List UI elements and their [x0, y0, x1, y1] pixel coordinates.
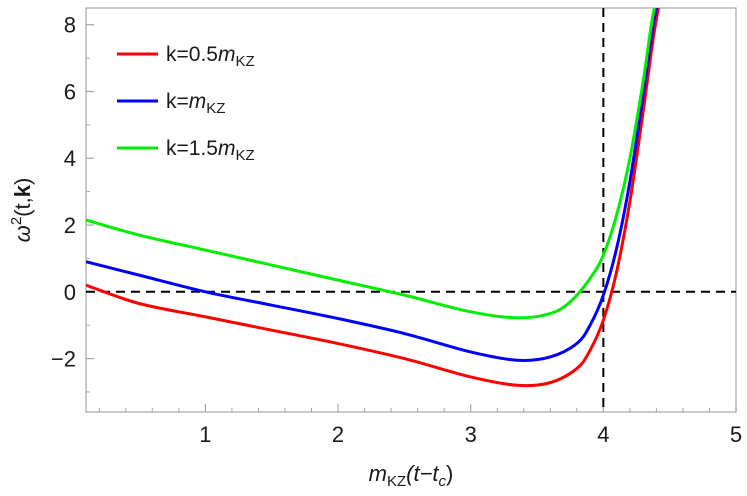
legend-label: k=mKZ — [166, 90, 225, 117]
x-tick-label: 1 — [199, 422, 211, 447]
y-tick-label: 4 — [64, 146, 76, 171]
reference-lines — [86, 8, 736, 412]
x-tick-label: 2 — [332, 422, 344, 447]
x-axis-label: mKZ(t−tc) — [369, 461, 454, 490]
legend: k=0.5mKZ k=mKZ k=1.5mKZ — [117, 43, 255, 164]
legend-label: k=0.5mKZ — [166, 43, 255, 70]
x-tick-label: 5 — [730, 422, 742, 447]
x-tick-label: 3 — [465, 422, 477, 447]
y-tick-label: 6 — [64, 79, 76, 104]
legend-item-k-1: k=mKZ — [117, 90, 225, 117]
tick-labels: 1 2 3 4 5 −2 0 2 4 6 8 — [51, 13, 742, 447]
y-tick-label: 0 — [64, 280, 76, 305]
x-tick-label: 4 — [597, 422, 609, 447]
plot-frame — [85, 7, 737, 413]
series-lines — [86, 8, 660, 388]
series-line-2 — [86, 8, 657, 320]
legend-item-k-0-5: k=0.5mKZ — [117, 43, 255, 70]
y-tick-label: 2 — [64, 213, 76, 238]
series-line-1 — [86, 8, 658, 362]
axis-ticks — [86, 24, 737, 412]
y-axis-label: ω2(t,k) — [8, 178, 35, 243]
legend-item-k-1-5: k=1.5mKZ — [117, 137, 255, 164]
y-tick-label: 8 — [64, 13, 76, 38]
series-line-0 — [86, 8, 660, 388]
legend-label: k=1.5mKZ — [166, 137, 255, 164]
y-tick-label: −2 — [51, 347, 76, 372]
